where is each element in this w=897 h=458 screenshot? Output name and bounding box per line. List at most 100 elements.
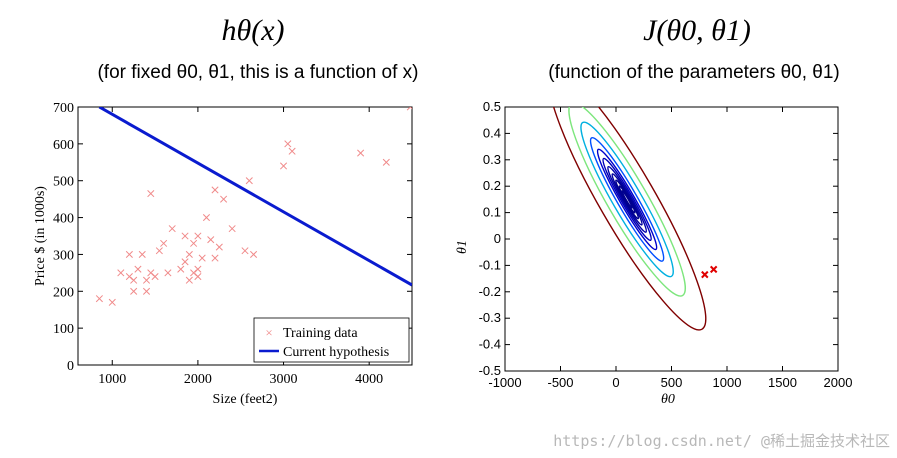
training-data-point (194, 272, 202, 281)
left-chart: hθ(x) (for fixed θ0, θ1, this is a funct… (33, 14, 419, 407)
point-stroke (130, 276, 138, 284)
marker-stroke (709, 265, 718, 274)
point-stroke (241, 247, 249, 255)
contour-line (602, 157, 652, 242)
training-data-point (382, 158, 390, 166)
training-data-point (215, 243, 223, 251)
y-tick-label: 0 (67, 359, 74, 374)
y-tick-label: 400 (53, 212, 74, 227)
training-data-point (134, 265, 142, 273)
x-tick-label: 4000 (355, 372, 383, 387)
y-tick-label: 0 (494, 231, 501, 246)
watermark: https://blog.csdn.net/ @稀土掘金技术社区 (553, 432, 890, 450)
training-data-point (198, 254, 206, 262)
y-tick-label: 200 (53, 285, 74, 300)
x-tick-label: 1000 (98, 372, 126, 387)
point-stroke (147, 190, 155, 198)
training-data-point (194, 232, 202, 240)
point-stroke (357, 149, 365, 157)
y-tick-label: -0.3 (479, 310, 501, 325)
hypothesis-line (98, 107, 412, 287)
point-stroke (108, 298, 116, 306)
training-data-point (279, 162, 288, 170)
training-data-point (288, 147, 296, 155)
training-data-point (406, 107, 412, 111)
point-stroke (207, 236, 215, 244)
point-stroke (185, 276, 193, 284)
point-stroke (177, 265, 185, 273)
point-stroke (95, 295, 103, 303)
training-data-point (142, 276, 151, 284)
x-tick-label: 2000 (824, 375, 853, 390)
training-data-point (164, 269, 172, 277)
parameter-marker (701, 270, 709, 279)
training-data-point (108, 298, 116, 306)
left-ylabel: Price $ (in 1000s) (33, 186, 48, 286)
contour-line (580, 121, 674, 278)
y-tick-label: -0.4 (479, 337, 501, 352)
left-legend: × Training data Current hypothesis (253, 317, 410, 363)
training-data-point (95, 295, 103, 303)
point-stroke (228, 225, 236, 233)
point-stroke (382, 158, 390, 166)
y-tick-label: -0.2 (479, 284, 501, 299)
point-stroke (202, 214, 211, 222)
point-stroke (151, 272, 159, 281)
point-stroke (211, 254, 219, 262)
point-stroke (288, 147, 296, 155)
training-data-point (250, 250, 258, 258)
point-stroke (220, 195, 228, 203)
training-data-point (177, 265, 185, 273)
x-tick-label: 3000 (270, 372, 298, 387)
point-stroke (194, 265, 202, 273)
training-data-point (194, 265, 202, 273)
training-data-point (125, 250, 133, 258)
training-data-point (151, 272, 159, 281)
legend-label-training: Training data (283, 326, 358, 341)
training-data-point (142, 287, 151, 295)
right-plot-marks (547, 107, 718, 331)
training-data-point (211, 186, 219, 194)
contour-line (615, 179, 640, 220)
point-stroke (181, 232, 189, 240)
y-tick-label: 700 (53, 101, 74, 116)
y-tick-label: 0.4 (483, 125, 501, 140)
training-data-point (207, 236, 215, 244)
legend-label-hypothesis: Current hypothesis (283, 345, 389, 360)
x-tick-label: -500 (547, 375, 573, 390)
training-data-point (220, 195, 228, 203)
right-subtitle: (function of the parameters θ0, θ1) (548, 62, 840, 83)
point-stroke (194, 272, 202, 281)
point-stroke (211, 186, 219, 194)
point-stroke (134, 265, 142, 273)
training-data-point (117, 269, 125, 277)
point-stroke (142, 287, 151, 295)
y-tick-label: 0.1 (483, 205, 501, 220)
point-stroke (130, 287, 138, 295)
point-stroke (190, 239, 198, 247)
right-chart: J(θ0, θ1) (function of the parameters θ0… (455, 14, 852, 407)
point-stroke (138, 250, 146, 258)
point-stroke (198, 254, 206, 262)
training-data-point (181, 258, 189, 266)
x-tick-label: 2000 (184, 372, 212, 387)
point-stroke (125, 250, 133, 258)
legend-marker-training: × (265, 325, 272, 340)
x-tick-label: -1000 (488, 375, 521, 390)
point-stroke (406, 107, 411, 111)
training-data-point (190, 239, 198, 247)
training-data-point (185, 276, 193, 284)
training-data-point (357, 149, 365, 157)
point-stroke (245, 177, 253, 185)
y-tick-label: -0.5 (479, 363, 501, 378)
training-data-point (228, 225, 236, 233)
y-tick-label: 300 (53, 248, 74, 263)
point-stroke (117, 269, 125, 277)
point-stroke (125, 272, 133, 281)
right-title: J(θ0, θ1) (643, 14, 751, 47)
left-axis-ticks: 1000 2000 3000 4000 0 100 200 300 400 500 600 700 (53, 101, 412, 387)
contour-line (589, 136, 665, 262)
left-subtitle: (for fixed θ0, θ1, this is a function of… (97, 62, 418, 83)
x-tick-label: 1500 (768, 375, 797, 390)
